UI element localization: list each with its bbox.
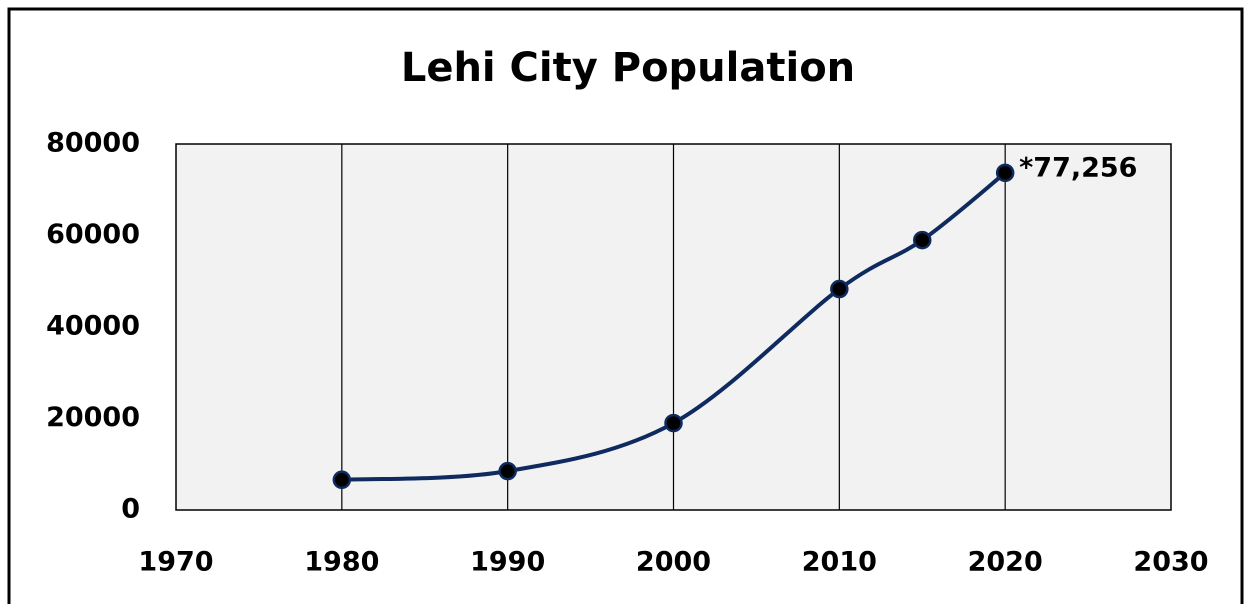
marker — [332, 470, 352, 490]
y-tick-label: 20000 — [46, 402, 140, 433]
x-tick-label: 2030 — [1133, 547, 1208, 578]
x-tick-label: 2020 — [968, 547, 1043, 578]
frame — [7, 7, 1244, 604]
y-tick-label: 0 — [121, 494, 140, 525]
marker — [913, 230, 932, 250]
y-tick-label: 60000 — [46, 219, 140, 250]
marker — [498, 461, 517, 481]
marker — [664, 413, 683, 433]
x-tick-label: 2010 — [802, 547, 877, 578]
x-tick-label: 2000 — [636, 547, 711, 578]
x-tick-label: 1990 — [470, 547, 545, 578]
x-tick-label: 1980 — [304, 547, 379, 578]
marker — [830, 279, 849, 299]
y-tick-label: 80000 — [46, 128, 140, 159]
x-tick-label: 1970 — [138, 547, 213, 578]
chart-title: Lehi City Population — [401, 45, 855, 91]
y-tick-label: 40000 — [46, 311, 140, 342]
annotation: *77,256 — [1019, 152, 1137, 183]
marker — [995, 163, 1015, 183]
